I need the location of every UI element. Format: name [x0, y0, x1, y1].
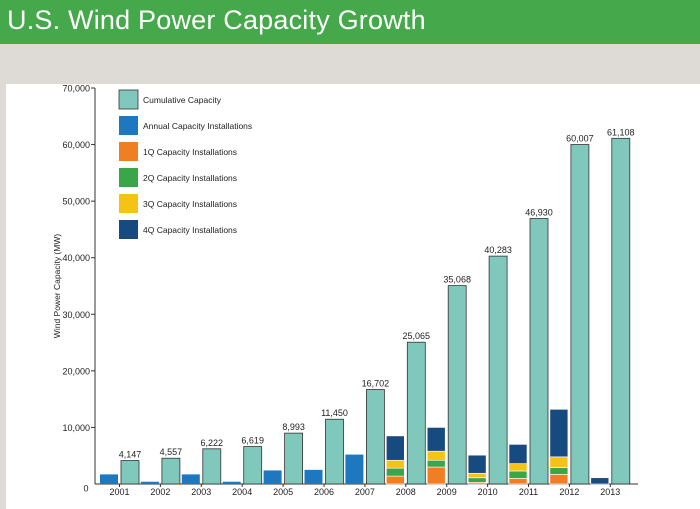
y-tick-label: 60,000: [62, 140, 90, 150]
cumulative-bar: [570, 144, 590, 485]
x-tick-label: 2009: [437, 487, 457, 497]
x-tick-label: 2011: [519, 487, 538, 497]
legend-annual-label: Annual Capacity Installations: [143, 121, 252, 131]
x-tick-label: 2006: [314, 487, 334, 497]
legend-q1-label: 1Q Capacity Installations: [143, 147, 237, 157]
annual-bar: [263, 470, 282, 484]
legend-q2-swatch: [119, 168, 138, 187]
cumulative-data-label: 40,283: [484, 245, 512, 255]
x-tick-label: 2004: [232, 487, 252, 497]
q1-bar: [549, 474, 569, 485]
cumulative-bar: [243, 446, 263, 485]
q4-bar: [590, 477, 610, 485]
annual-bar: [304, 469, 323, 484]
cumulative-bar: [611, 137, 631, 485]
legend-q4-swatch: [119, 220, 138, 239]
q3-bar: [426, 450, 446, 461]
chart-panel: 0 10,000 20,000 30,000 40,000 50,000 60,000 70,…: [6, 84, 700, 509]
cumulative-data-label: 25,065: [403, 331, 431, 341]
cumulative-data-label: 4,147: [119, 450, 142, 460]
legend-cumulative-label: Cumulative Capacity: [143, 95, 222, 105]
q3-bar: [467, 472, 487, 479]
x-tick-label: 2001: [109, 487, 129, 497]
q2-bar: [426, 459, 446, 468]
cumulative-bar: [161, 457, 181, 485]
q4-bar: [508, 444, 528, 464]
annual-bar: [181, 474, 200, 484]
q4-bar: [385, 435, 405, 461]
x-tick-label: 2008: [396, 487, 416, 497]
legend-annual-swatch: [119, 116, 138, 135]
q4-bar: [467, 454, 487, 474]
cumulative-bar: [365, 389, 385, 485]
legend-q2-label: 2Q Capacity Installations: [143, 173, 237, 183]
cumulative-bar: [488, 255, 508, 485]
header-bar: U.S. Wind Power Capacity Growth: [0, 0, 700, 44]
legend-q3-label: 3Q Capacity Installations: [143, 199, 237, 209]
q1-bar: [385, 475, 405, 485]
x-tick-label: 2010: [478, 487, 498, 497]
y-tick-label: 50,000: [62, 197, 90, 207]
x-tick-label: 2013: [600, 487, 620, 497]
q2-bar: [385, 467, 405, 477]
annual-bar: [140, 481, 159, 484]
cumulative-data-label: 4,557: [160, 447, 183, 457]
cumulative-data-label: 8,993: [282, 422, 305, 432]
cumulative-data-label: 6,222: [201, 438, 224, 448]
capacity-chart: 0 10,000 20,000 30,000 40,000 50,000 60,000 70,…: [52, 84, 638, 497]
x-tick-label: 2005: [273, 487, 293, 497]
q2-bar: [549, 467, 569, 475]
y-tick-label: 0: [83, 484, 88, 494]
q4-bar: [426, 427, 446, 452]
y-tick-label: 30,000: [62, 310, 90, 320]
x-tick-label: 2003: [191, 487, 211, 497]
cumulative-data-label: 11,450: [321, 408, 348, 418]
legend-q4-label: 4Q Capacity Installations: [143, 225, 237, 235]
cumulative-bar: [284, 432, 304, 485]
cumulative-bar: [406, 341, 426, 485]
q1-bar: [508, 478, 528, 485]
q4-bar: [549, 409, 569, 458]
q3-bar: [549, 456, 569, 468]
cumulative-bar: [325, 418, 344, 485]
cumulative-data-label: 61,108: [607, 127, 635, 137]
legend-cumulative-swatch: [118, 89, 139, 110]
legend-q1-swatch: [119, 142, 138, 161]
x-tick-label: 2012: [559, 487, 579, 497]
cumulative-bar: [120, 460, 140, 485]
q2-bar: [467, 477, 487, 483]
q1-bar: [426, 466, 446, 485]
cumulative-data-label: 46,930: [525, 208, 553, 218]
annual-bar: [222, 481, 241, 484]
cumulative-data-label: 35,068: [443, 275, 471, 285]
annual-bar: [100, 474, 118, 484]
y-axis-label: Wind Power Capacity (MW): [52, 234, 62, 339]
cumulative-data-label: 6,619: [241, 436, 264, 446]
q2-bar: [508, 470, 528, 479]
y-tick-label: 10,000: [62, 423, 90, 433]
y-tick-label: 20,000: [62, 366, 90, 376]
x-tick-label: 2007: [355, 487, 375, 497]
annual-bar: [345, 454, 364, 484]
header-strip: [0, 44, 700, 84]
q3-bar: [508, 463, 528, 472]
x-tick-label: 2002: [150, 487, 170, 497]
page-title: U.S. Wind Power Capacity Growth: [7, 5, 426, 35]
y-tick-label: 40,000: [62, 253, 90, 263]
cumulative-bar: [202, 448, 222, 485]
cumulative-data-label: 16,702: [362, 379, 390, 389]
q3-bar: [385, 459, 405, 469]
y-tick-label: 70,000: [62, 84, 90, 94]
cumulative-data-label: 60,007: [566, 134, 594, 144]
legend-q3-swatch: [119, 194, 138, 213]
cumulative-bar: [447, 285, 467, 485]
cumulative-bar: [529, 218, 549, 485]
